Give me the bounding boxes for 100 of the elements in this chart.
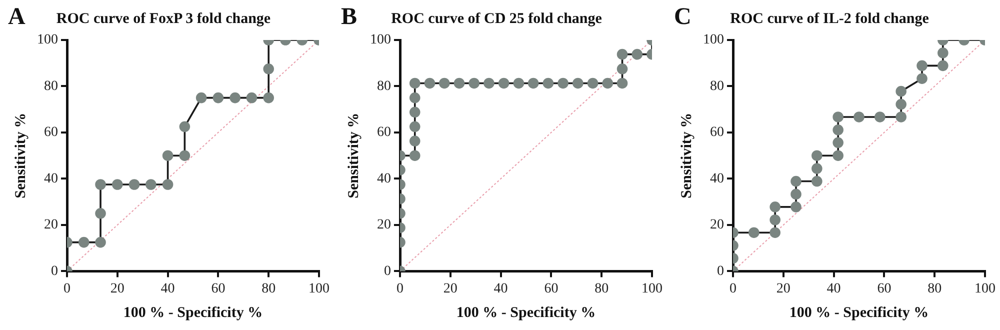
text: C	[674, 4, 692, 30]
x-tick-label: 20	[110, 281, 124, 296]
point	[616, 48, 628, 60]
y-tick-label: 100	[370, 32, 391, 48]
point	[896, 98, 906, 110]
y-tick-label: 0	[384, 264, 391, 279]
point	[95, 179, 106, 190]
x-tick-label: 100	[974, 281, 996, 296]
y-tick-label: 60	[710, 125, 724, 140]
x-axis-title: 100 % - Specificity %	[456, 304, 596, 321]
point	[770, 214, 780, 226]
point	[95, 236, 106, 248]
point	[263, 92, 274, 104]
point	[409, 92, 420, 104]
point	[454, 78, 465, 89]
point	[468, 78, 480, 89]
point	[916, 73, 928, 84]
y-tick-label: 40	[710, 171, 724, 186]
point	[409, 121, 420, 132]
point	[263, 64, 274, 74]
y-tick-label: 40	[44, 171, 58, 186]
point	[587, 78, 598, 89]
chart-title: ROC curve of IL-2 fold change	[730, 10, 930, 27]
y-axis-title: Sensitivity %	[12, 112, 29, 198]
point	[179, 150, 190, 161]
point	[528, 78, 539, 89]
point	[230, 92, 240, 104]
x-tick-label: 80	[928, 281, 942, 296]
point	[832, 150, 844, 161]
point	[790, 188, 802, 200]
y-tick-label: 60	[44, 125, 58, 140]
point	[246, 92, 258, 104]
x-axis-title: 100 % - Specificity %	[789, 304, 929, 321]
x-tick-label: 20	[443, 281, 458, 296]
point	[854, 112, 864, 122]
x-tick-label: 80	[594, 281, 609, 296]
point	[770, 227, 780, 238]
point	[832, 137, 844, 148]
point	[896, 112, 906, 122]
x-tick-label: 0	[64, 281, 70, 296]
point	[95, 208, 106, 219]
point	[438, 78, 450, 89]
x-tick-label: 40	[826, 281, 841, 296]
x-tick-label: 0	[396, 281, 404, 296]
point	[790, 202, 802, 212]
point	[748, 227, 760, 238]
chart-title: ROC curve of FoxP 3 fold change	[56, 10, 271, 27]
y-axis-title: Sensitivity %	[678, 112, 695, 198]
point	[616, 78, 628, 89]
y-tick-label: 40	[377, 171, 391, 186]
point	[790, 176, 802, 187]
x-tick-label: 20	[776, 281, 790, 296]
point	[896, 86, 906, 97]
point	[162, 179, 174, 190]
point	[78, 236, 90, 248]
point	[128, 179, 140, 190]
point	[513, 78, 524, 89]
x-tick-label: 100	[308, 281, 330, 296]
y-tick-label: 20	[44, 218, 58, 233]
point	[409, 106, 420, 118]
text: A	[8, 4, 26, 30]
point	[812, 163, 822, 174]
point	[770, 202, 780, 212]
x-tick-label: 100	[642, 281, 662, 296]
point	[162, 150, 174, 161]
y-axis-title: Sensitivity %	[346, 112, 362, 198]
point	[179, 121, 190, 132]
y-tick-label: 100	[37, 32, 58, 48]
point	[146, 179, 156, 190]
y-tick-label: 0	[717, 264, 724, 279]
point	[938, 60, 948, 72]
point	[572, 78, 584, 89]
x-tick-label: 60	[544, 281, 558, 296]
x-tick-label: 40	[160, 281, 175, 296]
point	[498, 78, 510, 89]
y-tick-label: 60	[377, 125, 391, 140]
y-tick-label: 80	[710, 78, 724, 94]
x-tick-label: 40	[494, 281, 508, 296]
x-tick-label: 60	[877, 281, 892, 296]
y-tick-label: 100	[703, 32, 724, 48]
point	[484, 78, 494, 89]
point	[424, 78, 436, 89]
point	[632, 48, 643, 60]
point	[558, 78, 568, 89]
x-tick-label: 0	[730, 281, 736, 296]
y-tick-label: 0	[51, 264, 58, 279]
point	[602, 78, 614, 89]
x-tick-label: 80	[262, 281, 276, 296]
point	[112, 179, 123, 190]
point	[832, 112, 844, 122]
chart-title: ROC curve of CD 25 fold change	[391, 10, 602, 27]
point	[409, 150, 420, 161]
y-tick-label: 80	[377, 78, 391, 94]
y-tick-label: 20	[377, 218, 391, 233]
x-tick-label: 60	[211, 281, 226, 296]
point	[916, 60, 928, 72]
point	[409, 78, 420, 89]
text: B	[341, 4, 358, 30]
x-axis-title: 100 % - Specificity %	[123, 304, 263, 321]
point	[874, 112, 886, 122]
